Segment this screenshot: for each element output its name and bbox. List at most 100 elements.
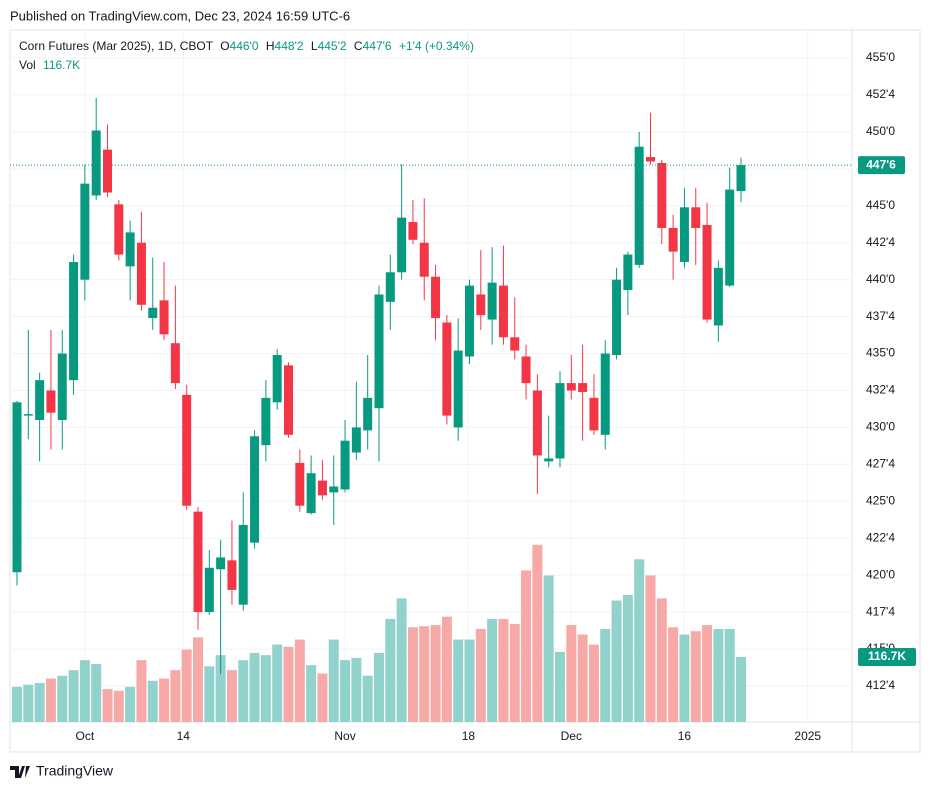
candle-body <box>589 397 599 431</box>
volume-bar <box>668 627 679 722</box>
candle-body <box>261 397 271 446</box>
candle-body <box>35 380 45 421</box>
x-tick-label: 2025 <box>794 729 821 743</box>
candle-body <box>136 242 146 305</box>
candle-body <box>363 397 373 431</box>
candle-body <box>578 383 588 392</box>
volume-bar <box>690 631 701 722</box>
volume-bar <box>566 625 577 722</box>
volume-bar <box>215 655 226 722</box>
candle-body <box>238 524 248 605</box>
candle-body <box>80 183 90 280</box>
volume-bar <box>45 678 56 722</box>
volume-bar <box>555 651 565 722</box>
volume-bar <box>340 660 351 722</box>
candle-body <box>532 390 542 456</box>
candle-body <box>453 350 463 428</box>
volume-bar <box>441 616 452 722</box>
y-tick-label: 440'0 <box>866 272 895 286</box>
logo: TradingView <box>10 763 114 779</box>
candle-body <box>691 207 701 228</box>
volume-bar <box>622 594 633 722</box>
volume-bar <box>294 639 305 722</box>
volume-bar <box>226 670 237 722</box>
y-tick-label: 422'4 <box>866 530 895 544</box>
candle-body <box>634 146 644 265</box>
candle-body <box>397 217 407 273</box>
volume-bar <box>487 618 498 722</box>
x-tick-label: 18 <box>462 729 476 743</box>
volume-bar <box>68 670 79 722</box>
volume-bar <box>713 628 724 722</box>
volume-bar <box>407 627 418 722</box>
y-tick-label: 420'0 <box>866 567 895 581</box>
candle-body <box>182 394 192 506</box>
candle-body <box>46 390 56 413</box>
legend-vol: 116.7K <box>43 58 80 72</box>
volume-bar <box>577 634 588 722</box>
legend-h: H <box>266 39 275 53</box>
volume-bar <box>475 628 486 722</box>
candle-body <box>69 261 79 381</box>
candle-body <box>193 511 203 613</box>
candle-body <box>57 353 67 421</box>
volume-bar <box>317 673 328 722</box>
volume-bar <box>374 652 384 722</box>
marks <box>10 97 852 722</box>
legend-close: 447'6 <box>363 39 392 53</box>
candle-body <box>442 322 452 416</box>
volume-bar <box>385 618 396 722</box>
volume-bar <box>588 644 599 722</box>
last-price-label: 447'6 <box>866 157 896 171</box>
volume-bar <box>159 678 170 722</box>
candle-body <box>612 279 622 356</box>
volume-bar <box>702 625 713 722</box>
logo-icon <box>10 766 30 778</box>
legend-vol-line: Vol 116.7K <box>19 58 80 72</box>
x-tick-label: 16 <box>678 729 692 743</box>
legend-title: Corn Futures (Mar 2025), 1D, CBOT <box>19 39 214 53</box>
volume-bar <box>12 686 22 722</box>
volume-bar <box>91 664 102 722</box>
axes: 412'4415'0417'4420'0422'4425'0427'4430'0… <box>76 50 916 743</box>
candle-body <box>498 285 508 338</box>
legend-high: 448'2 <box>275 39 304 53</box>
volume-bar <box>147 680 158 722</box>
candle-body <box>295 462 305 506</box>
candle-body <box>408 222 418 240</box>
volume-bar <box>34 682 45 722</box>
volume-bar <box>521 570 532 722</box>
volume-bar <box>543 575 554 722</box>
volume-bar <box>57 675 68 722</box>
candle-body <box>555 383 565 459</box>
volume-bar <box>136 660 147 722</box>
y-tick-label: 445'0 <box>866 198 895 212</box>
candle-body <box>544 458 554 462</box>
candle-body <box>103 149 112 193</box>
legend-change: +1'4 (+0.34%) <box>399 39 474 53</box>
last-price-box <box>858 156 905 175</box>
last-volume-box <box>858 647 916 666</box>
y-tick-label: 442'4 <box>866 235 895 249</box>
legend-line: Corn Futures (Mar 2025), 1D, CBOT O446'0… <box>19 39 474 53</box>
grid <box>10 30 852 722</box>
volume-bar <box>656 598 667 722</box>
volume-bar <box>724 628 735 722</box>
volume-bar <box>125 686 136 722</box>
volume-bar <box>283 646 294 722</box>
candle-body <box>679 207 689 262</box>
candle-body <box>510 337 520 351</box>
volume-bar <box>249 652 260 722</box>
volume-bar <box>328 639 339 722</box>
volume-bar <box>272 644 283 722</box>
frame <box>9 29 921 753</box>
volume-bar <box>170 670 181 722</box>
candle-body <box>12 402 22 573</box>
candle-body <box>646 157 655 162</box>
candle-body <box>170 343 180 384</box>
volume-bar <box>351 657 362 722</box>
candle-body <box>374 294 384 409</box>
candle-body <box>465 285 474 357</box>
volume-bar <box>102 689 113 722</box>
